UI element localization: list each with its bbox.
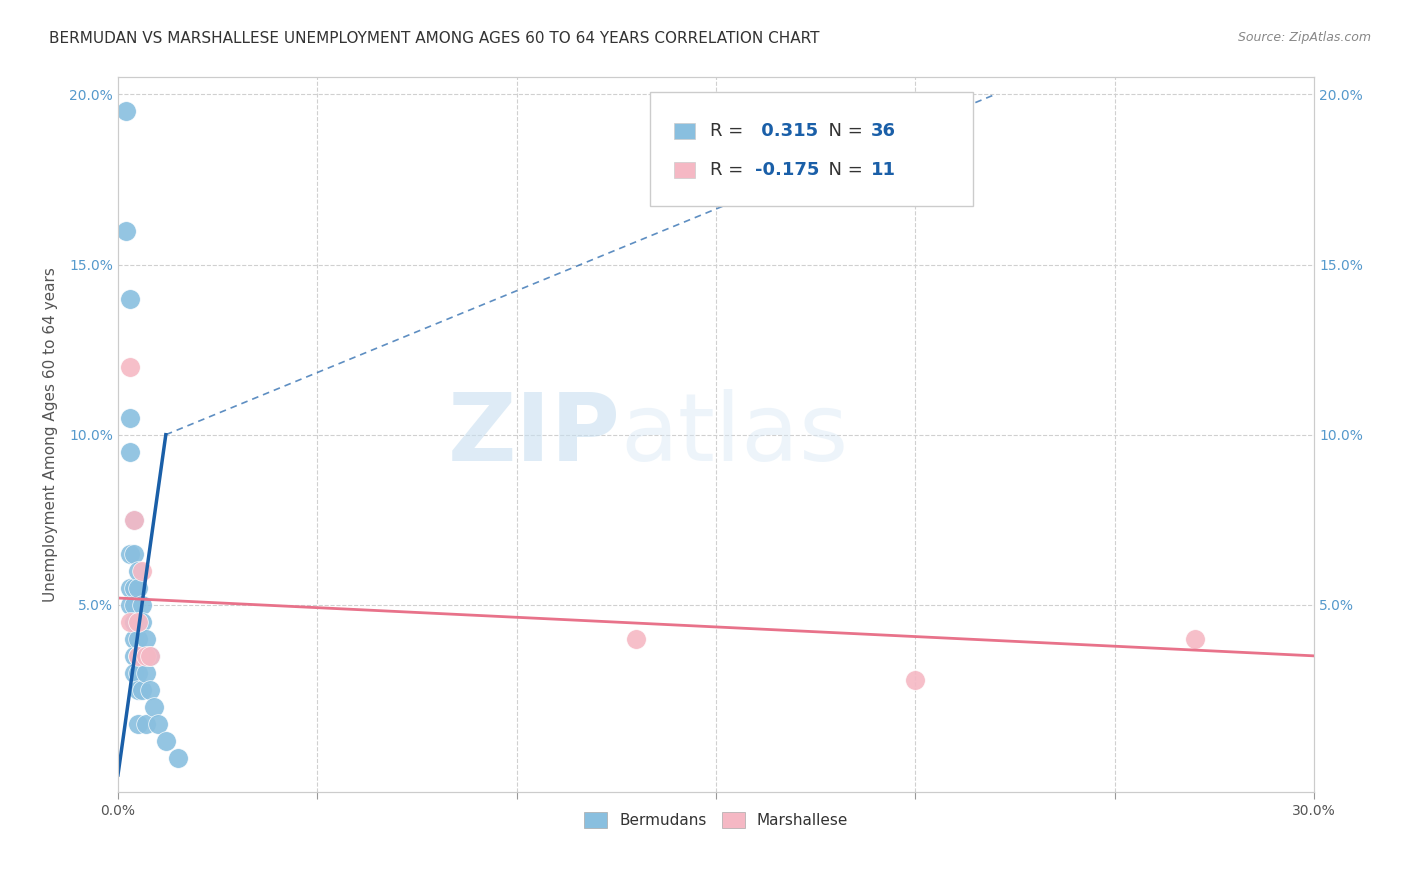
- FancyBboxPatch shape: [650, 92, 973, 206]
- Point: [127, 632, 149, 646]
- Point: [131, 682, 153, 697]
- Text: Source: ZipAtlas.com: Source: ZipAtlas.com: [1237, 31, 1371, 45]
- Point: [139, 648, 162, 663]
- Point: [135, 632, 157, 646]
- Point: [127, 665, 149, 680]
- Point: [122, 513, 145, 527]
- Point: [142, 699, 165, 714]
- Text: R =: R =: [710, 122, 748, 140]
- Point: [166, 751, 188, 765]
- Point: [118, 615, 141, 629]
- Point: [118, 598, 141, 612]
- Point: [131, 615, 153, 629]
- Point: [127, 564, 149, 578]
- Point: [135, 648, 157, 663]
- FancyBboxPatch shape: [675, 162, 695, 178]
- Text: 36: 36: [872, 122, 896, 140]
- Point: [118, 444, 141, 458]
- Point: [626, 632, 648, 646]
- Point: [146, 717, 169, 731]
- Text: 11: 11: [872, 161, 896, 179]
- Text: atlas: atlas: [620, 389, 849, 481]
- Point: [131, 598, 153, 612]
- Point: [122, 581, 145, 595]
- Point: [118, 359, 141, 374]
- Point: [127, 717, 149, 731]
- Point: [135, 717, 157, 731]
- Text: -0.175: -0.175: [755, 161, 820, 179]
- Point: [118, 410, 141, 425]
- Text: BERMUDAN VS MARSHALLESE UNEMPLOYMENT AMONG AGES 60 TO 64 YEARS CORRELATION CHART: BERMUDAN VS MARSHALLESE UNEMPLOYMENT AMO…: [49, 31, 820, 46]
- Y-axis label: Unemployment Among Ages 60 to 64 years: Unemployment Among Ages 60 to 64 years: [44, 268, 58, 602]
- Point: [1184, 632, 1206, 646]
- Point: [122, 665, 145, 680]
- Point: [904, 673, 927, 687]
- FancyBboxPatch shape: [675, 123, 695, 139]
- Point: [122, 513, 145, 527]
- Point: [122, 648, 145, 663]
- Text: ZIP: ZIP: [447, 389, 620, 481]
- Point: [127, 648, 149, 663]
- Text: 0.315: 0.315: [755, 122, 818, 140]
- Point: [139, 648, 162, 663]
- Point: [155, 734, 177, 748]
- Point: [118, 547, 141, 561]
- Point: [115, 104, 138, 119]
- Point: [127, 581, 149, 595]
- Point: [131, 564, 153, 578]
- Point: [122, 615, 145, 629]
- Point: [127, 682, 149, 697]
- Legend: Bermudans, Marshallese: Bermudans, Marshallese: [578, 806, 855, 834]
- Point: [122, 632, 145, 646]
- Point: [118, 581, 141, 595]
- Text: N =: N =: [817, 122, 869, 140]
- Point: [131, 648, 153, 663]
- Point: [139, 682, 162, 697]
- Text: N =: N =: [817, 161, 869, 179]
- Point: [135, 665, 157, 680]
- Point: [122, 598, 145, 612]
- Point: [127, 648, 149, 663]
- Point: [122, 547, 145, 561]
- Point: [127, 615, 149, 629]
- Text: R =: R =: [710, 161, 748, 179]
- Point: [118, 292, 141, 306]
- Point: [115, 223, 138, 237]
